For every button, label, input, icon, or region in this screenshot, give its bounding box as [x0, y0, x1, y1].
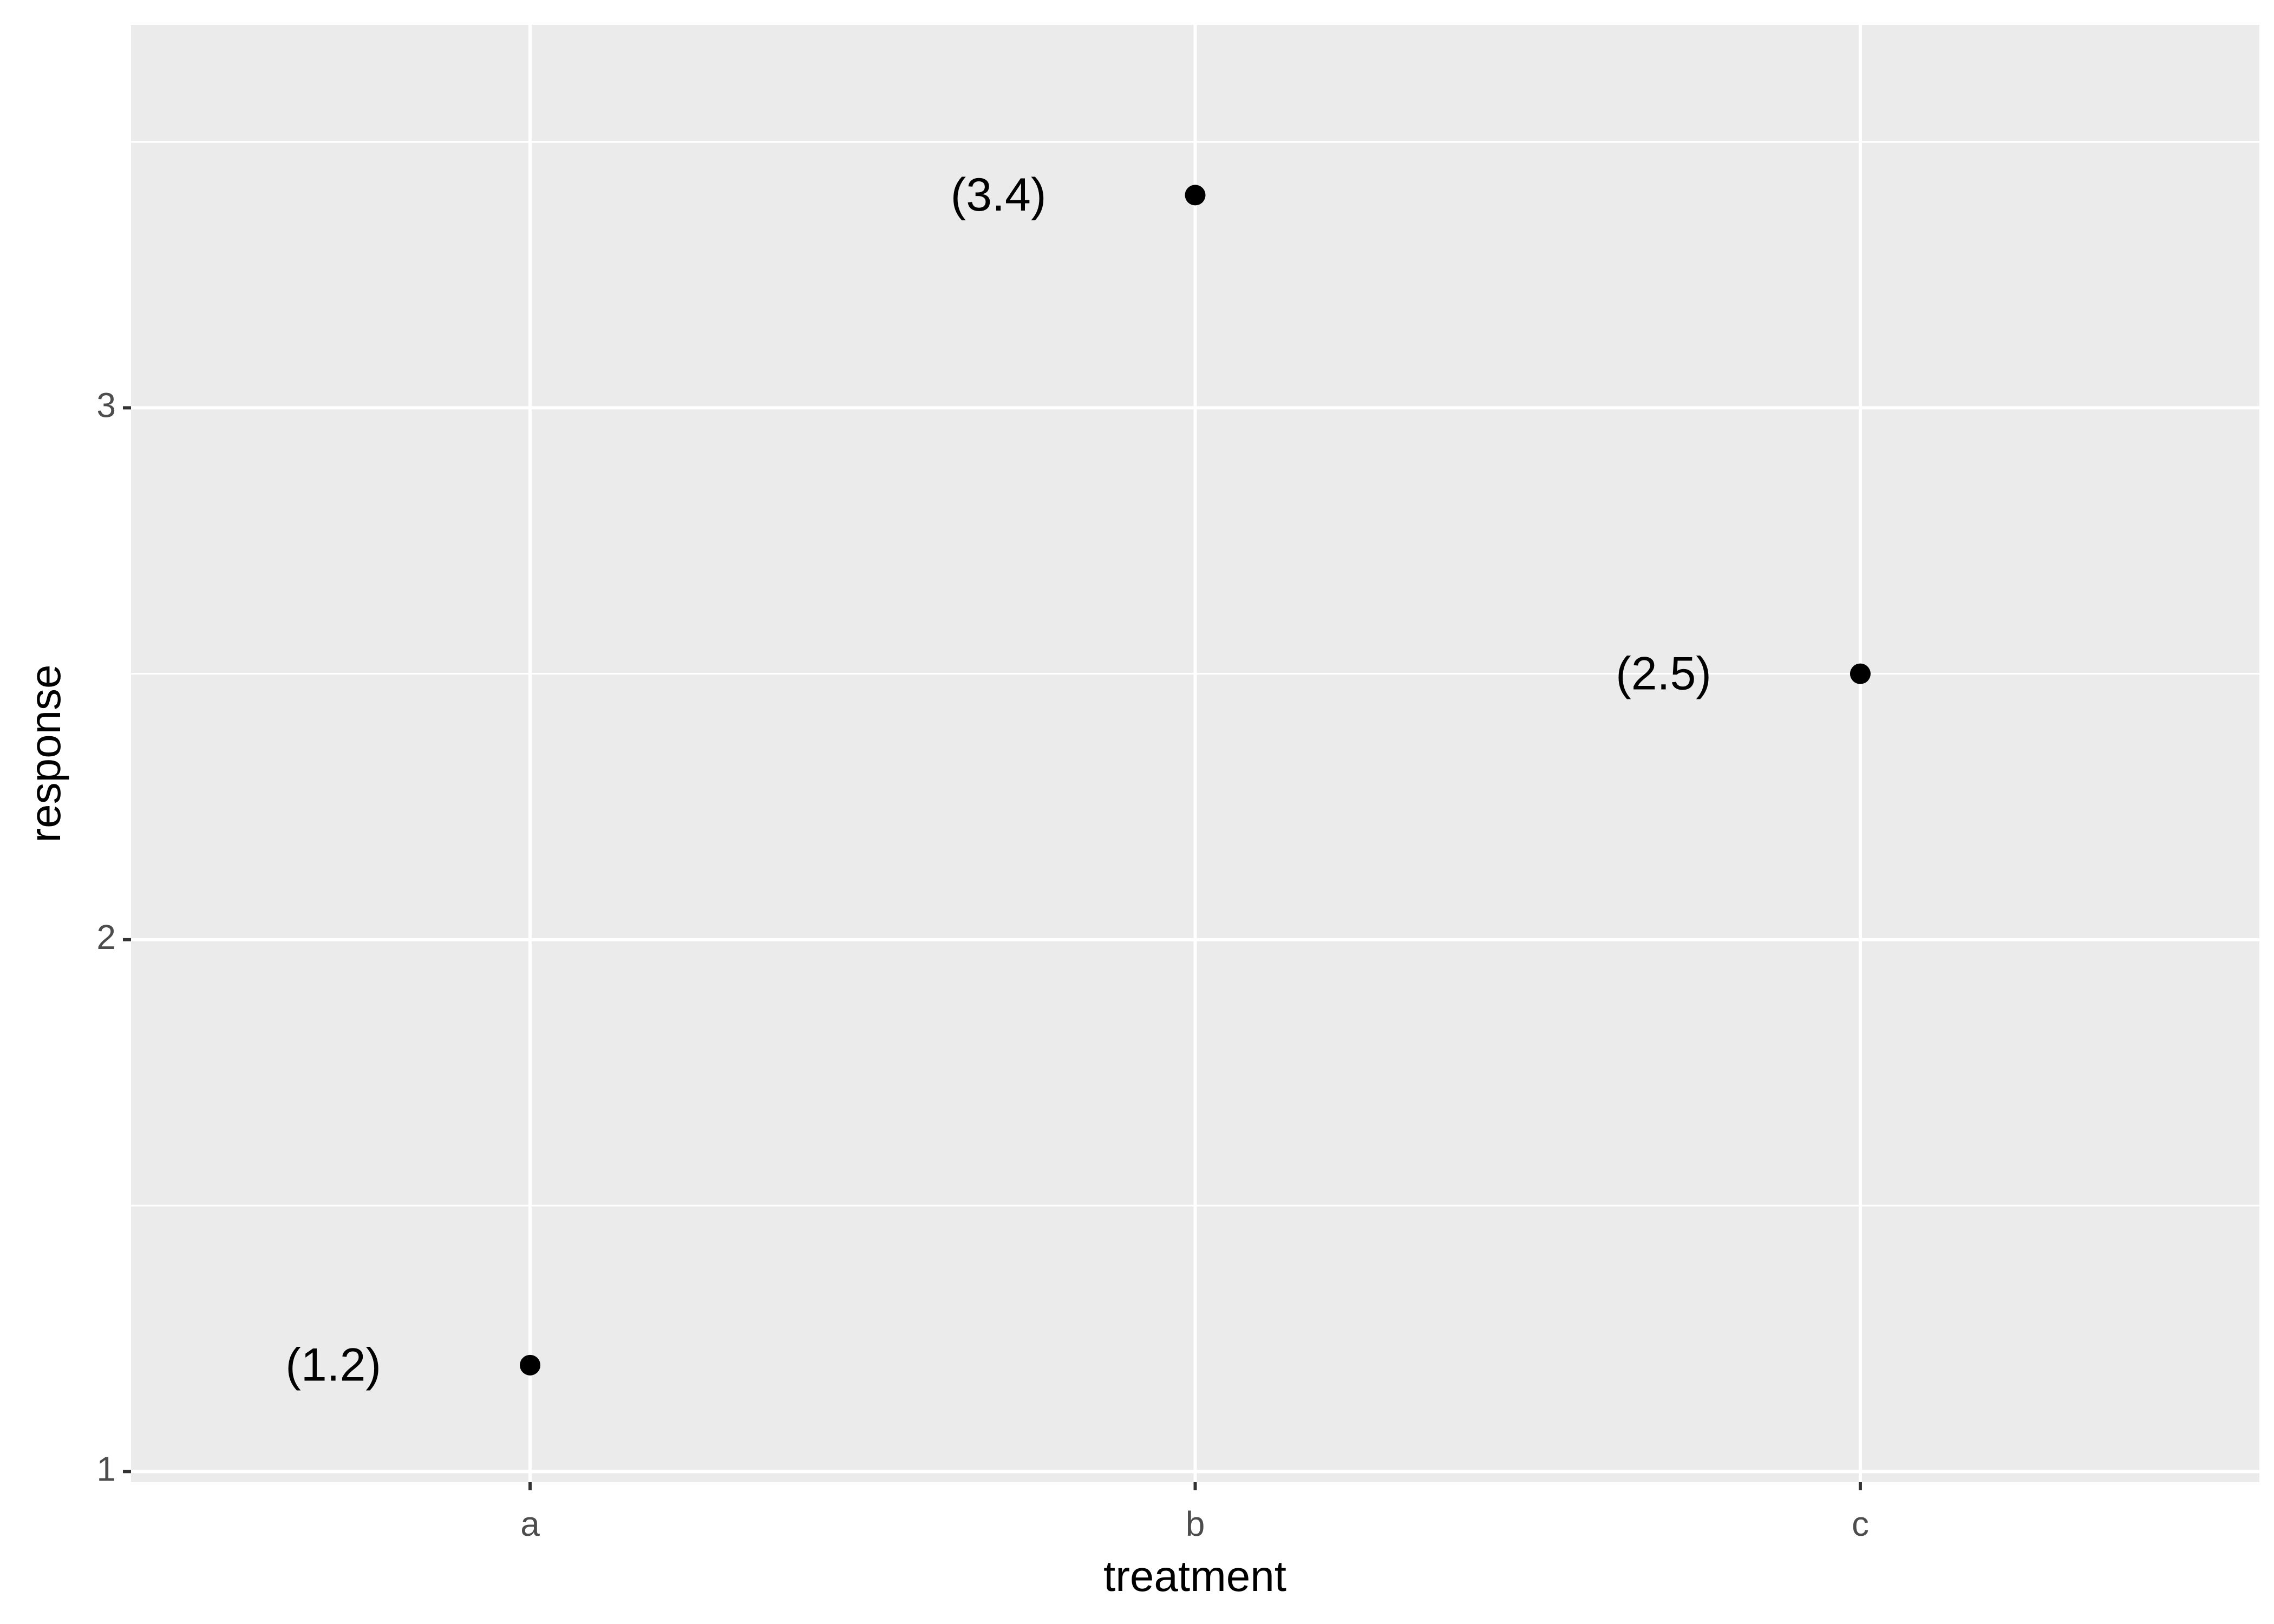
y-axis-title: response	[21, 664, 69, 842]
data-label: (1.2)	[285, 1339, 381, 1391]
data-label: (3.4)	[951, 169, 1047, 221]
x-tick-label: b	[1186, 1504, 1205, 1543]
x-tick-label: a	[520, 1504, 540, 1543]
x-axis-title: treatment	[1103, 1552, 1286, 1600]
x-tick-label: c	[1852, 1504, 1869, 1543]
point	[1185, 185, 1206, 206]
y-tick-label: 3	[96, 385, 116, 424]
y-tick-label: 1	[96, 1449, 116, 1488]
y-tick-label: 2	[96, 918, 116, 957]
data-label: (2.5)	[1616, 647, 1711, 699]
point	[520, 1354, 541, 1376]
point	[1850, 663, 1871, 684]
